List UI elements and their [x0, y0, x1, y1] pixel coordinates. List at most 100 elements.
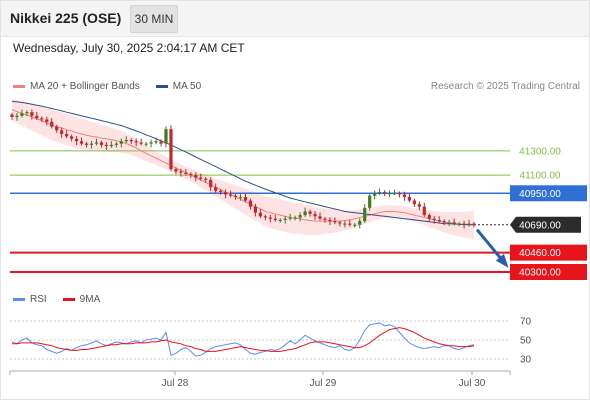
candle-body — [323, 218, 327, 220]
candle-body — [442, 221, 446, 223]
candle-body — [40, 118, 44, 120]
x-tick-label: Jul 29 — [310, 378, 337, 389]
candle-body — [283, 218, 287, 220]
candle-body — [60, 130, 64, 134]
legend-item-rsi-ma: 9MA — [62, 294, 100, 305]
rsi-ma-swatch — [62, 298, 75, 301]
bollinger-label: MA 20 + Bollinger Bands — [30, 81, 140, 92]
candle-body — [159, 141, 163, 144]
candle-body — [184, 172, 188, 174]
candle-body — [278, 219, 282, 221]
candle-body — [214, 187, 218, 191]
candle-body — [298, 215, 302, 218]
candle-body — [149, 142, 153, 144]
candle-body — [288, 217, 292, 219]
candle-body — [79, 141, 84, 144]
candle-body — [20, 113, 24, 116]
candle-body — [35, 115, 39, 119]
instrument-title: Nikkei 225 (OSE) — [10, 10, 122, 26]
candle-body — [154, 141, 158, 143]
candle-body — [233, 195, 238, 197]
candle-body — [189, 173, 193, 176]
candle-body — [343, 223, 347, 225]
interval-button[interactable]: 30 MIN — [130, 5, 178, 33]
candle-body — [427, 215, 431, 219]
candle-body — [45, 119, 49, 122]
candle-body — [338, 222, 342, 224]
candle-body — [303, 211, 307, 216]
rsi-tick-30: 30 — [520, 355, 532, 366]
candle-body — [253, 206, 258, 213]
candle-body — [70, 136, 74, 139]
candle-body — [199, 177, 203, 179]
candle-body — [248, 200, 253, 207]
x-tick-label: Jul 28 — [162, 378, 189, 389]
rsi-ma-line — [12, 327, 475, 352]
candle-body — [74, 138, 79, 142]
candle-body — [378, 192, 382, 194]
candle-body — [30, 112, 34, 116]
candle-body — [348, 223, 352, 225]
candle-body — [84, 143, 89, 145]
candle-body — [109, 144, 113, 147]
candle-body — [402, 194, 407, 197]
candle-body — [363, 207, 367, 222]
rsi-label: RSI — [30, 294, 47, 305]
candle-body — [204, 178, 208, 180]
candle-body — [194, 175, 198, 178]
candle-body — [99, 142, 104, 145]
candle-body — [10, 114, 14, 117]
candle-body — [328, 219, 332, 222]
candle-body — [387, 193, 392, 195]
candle-body — [358, 221, 362, 225]
candle-body — [164, 129, 168, 144]
candle-body — [219, 190, 223, 193]
candle-body — [437, 219, 441, 222]
candle-body — [417, 204, 421, 207]
x-tick-label: Jul 30 — [459, 378, 486, 389]
candle-body — [174, 169, 178, 172]
candle-body — [397, 193, 402, 195]
rsi-tick-50: 50 — [520, 336, 532, 347]
header-bar — [1, 1, 589, 37]
level-label-40460-00: 40460.00 — [519, 248, 561, 259]
level-label-41100-00: 41100.00 — [520, 171, 561, 182]
candle-body — [169, 129, 173, 170]
candle-body — [318, 216, 322, 219]
candle-body — [258, 212, 262, 217]
candle-body — [89, 143, 94, 145]
candle-body — [368, 195, 372, 208]
ma50-line — [11, 100, 474, 226]
candle-body — [452, 222, 456, 224]
legend-item-bollinger: MA 20 + Bollinger Bands — [13, 81, 140, 92]
candle-body — [209, 179, 213, 188]
level-label-40950-00: 40950.00 — [519, 189, 561, 200]
candle-body — [333, 221, 337, 223]
candle-body — [114, 143, 118, 145]
level-box-40950-00 — [510, 185, 587, 202]
candle-body — [179, 171, 183, 173]
candle-body — [25, 112, 29, 114]
level-box-40690-00 — [510, 216, 581, 233]
candle-body — [224, 192, 228, 195]
candle-body — [447, 222, 451, 224]
level-label-40300-00: 40300.00 — [519, 268, 561, 279]
level-label-41300-00: 41300.00 — [519, 146, 561, 157]
credit-text: Research © 2025 Trading Central — [430, 81, 580, 92]
candle-body — [119, 141, 123, 144]
chart-datetime: Wednesday, July 30, 2025 2:04:17 AM CET — [13, 41, 245, 55]
candle-body — [238, 196, 243, 198]
candle-body — [462, 223, 466, 225]
candle-body — [268, 217, 272, 219]
candle-body — [134, 141, 138, 143]
candle-body — [373, 193, 377, 196]
main-legend: MA 20 + Bollinger Bands MA 50 — [13, 81, 217, 92]
rsi-swatch — [13, 298, 25, 301]
ma50-label: MA 50 — [172, 81, 202, 92]
candle-body — [407, 196, 412, 201]
bollinger-swatch — [13, 85, 25, 88]
candle-body — [228, 194, 233, 196]
candle-body — [129, 140, 133, 142]
candle-body — [139, 142, 143, 144]
